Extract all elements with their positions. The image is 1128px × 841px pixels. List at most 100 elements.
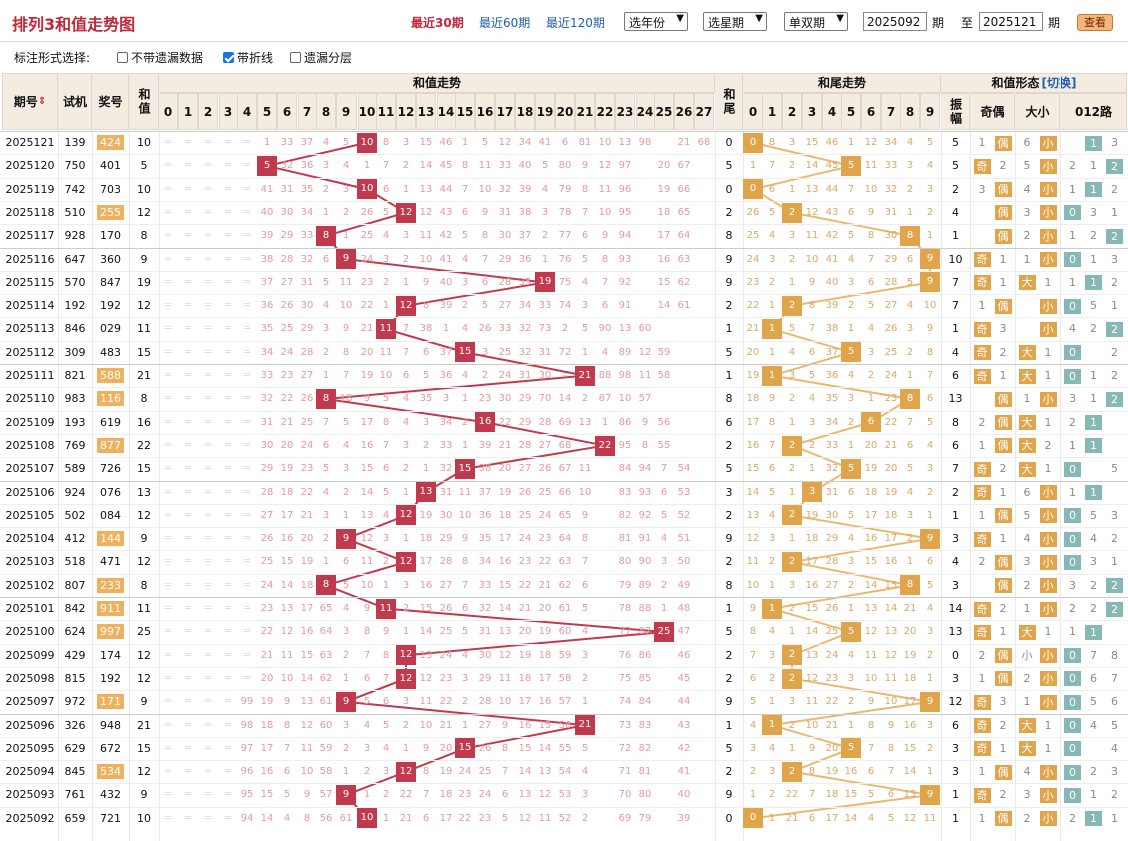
tail-miss-value: 2 <box>926 649 934 661</box>
sum-miss-value: 29 <box>518 393 532 405</box>
tail-miss-value: 23 <box>746 276 760 288</box>
sum-miss-value: 10 <box>280 672 294 684</box>
option-no-miss[interactable]: 不带遗漏数据 <box>117 49 203 66</box>
tail-miss-value: 3 <box>847 393 855 405</box>
option-miss-layer[interactable]: 遗漏分层 <box>290 49 352 66</box>
tail-miss-value: 2 <box>847 300 855 312</box>
tail-miss-value: 4 <box>847 370 855 381</box>
query-button[interactable]: 查看 <box>1077 14 1113 31</box>
prize-cell: 877 <box>92 434 129 457</box>
amplitude-cell: 7 <box>952 462 959 476</box>
sum-miss-value: 13 <box>280 603 294 614</box>
route-miss: 1 <box>1090 392 1097 406</box>
sum-cell: 5 <box>140 159 148 173</box>
miss-dash: ═ <box>224 789 232 801</box>
tail-miss-value: 5 <box>808 370 816 381</box>
sum-miss-value: 34 <box>439 416 453 428</box>
sum-ball: 9 <box>336 528 356 549</box>
sum-miss-value: 9 <box>422 742 430 754</box>
row-divider <box>0 550 1128 552</box>
sum-miss-value: 1 <box>322 556 330 568</box>
miss-dash: ═ <box>184 579 192 591</box>
route-chip: 0 <box>1064 298 1081 314</box>
sum-miss-value: 29 <box>439 533 453 545</box>
checkbox-icon[interactable] <box>117 52 128 63</box>
odd-chip: 奇 <box>973 252 991 267</box>
route-chip: 0 <box>1064 345 1081 361</box>
sum-miss-value: 30 <box>280 206 294 218</box>
checkbox-checked-icon[interactable] <box>223 52 234 63</box>
miss-dash: ═ <box>204 742 212 754</box>
miss-dash: ═ <box>184 346 192 358</box>
miss-dash: ═ <box>204 486 212 498</box>
year-select[interactable]: 选年份 ▼ <box>624 12 688 31</box>
sum-miss-value: 3 <box>422 416 430 428</box>
odd-miss: 1 <box>978 671 986 685</box>
prize-number: 672 <box>100 741 121 755</box>
sort-icon[interactable]: ⇕ <box>37 95 47 107</box>
sum-miss-value: 12 <box>538 789 552 801</box>
sum-miss-value: 8 <box>641 439 649 451</box>
checkbox-icon[interactable] <box>290 52 301 63</box>
trial-cell: 412 <box>64 532 86 546</box>
prize-cell: 588 <box>92 364 129 387</box>
period-cell: 2025093 <box>5 788 55 802</box>
prize-number: 847 <box>100 275 121 289</box>
sum-miss-value: 68 <box>697 137 711 148</box>
row-divider <box>0 457 1128 459</box>
sum-miss-value: 29 <box>260 463 274 475</box>
sum-cell: 12 <box>137 765 151 779</box>
to-period-input[interactable]: 2025121 <box>979 12 1043 31</box>
tail-miss-value: 4 <box>768 230 776 242</box>
sum-miss-value: 4 <box>363 719 371 731</box>
miss-dash: ═ <box>164 276 172 288</box>
sum-miss-value: 5 <box>382 206 390 218</box>
tail-miss-value: 19 <box>746 370 760 381</box>
sum-miss-value: 19 <box>538 626 552 638</box>
tail-miss-value: 1 <box>906 370 914 381</box>
big-miss: 5 <box>1023 159 1031 173</box>
row-divider <box>0 224 1128 226</box>
tail-miss-value: 16 <box>844 766 858 778</box>
option-line[interactable]: 带折线 <box>223 49 273 66</box>
tail-miss-value: 6 <box>926 393 934 405</box>
parity-select[interactable]: 单双期 ▼ <box>784 12 848 31</box>
big-chip: 大 <box>1018 718 1036 733</box>
sum-miss-value: 9 <box>581 509 589 521</box>
period-cell: 2025120 <box>5 159 55 173</box>
tail-miss-value: 1 <box>768 696 776 708</box>
sum-miss-value: 60 <box>638 323 652 335</box>
to-period-unit: 期 <box>1048 16 1061 30</box>
sum-miss-value: 9 <box>363 603 371 614</box>
route-chip: 0 <box>1064 461 1081 477</box>
period-120-link[interactable]: 最近120期 <box>546 16 605 30</box>
tail-miss-value: 15 <box>805 603 819 614</box>
sum-miss-value: 27 <box>538 439 552 451</box>
tail-miss-value: 12 <box>805 206 819 218</box>
sum-ball: 25 <box>654 621 674 642</box>
prize-number: 948 <box>100 718 121 732</box>
sum-miss-value: 82 <box>618 509 632 521</box>
sum-miss-value: 28 <box>439 556 453 568</box>
even-chip: 偶 <box>994 764 1012 780</box>
switch-link[interactable]: [切换] <box>1041 76 1077 90</box>
miss-dash: ═ <box>243 439 251 451</box>
trial-cell: 659 <box>64 811 86 825</box>
period-60-link[interactable]: 最近60期 <box>479 16 531 30</box>
sum-miss-value: 60 <box>319 719 333 731</box>
period-30-link[interactable]: 最近30期 <box>411 16 464 30</box>
sum-miss-value: 1 <box>342 230 350 242</box>
sum-miss-value: 59 <box>657 346 671 358</box>
tail-miss-value: 1 <box>788 533 796 545</box>
sum-miss-value: 33 <box>280 137 294 148</box>
miss-dash: ═ <box>184 393 192 405</box>
sum-miss-value: 23 <box>439 672 453 684</box>
sum-miss-value: 69 <box>618 812 632 824</box>
from-period-input[interactable]: 2025092 <box>863 12 927 31</box>
weekday-select[interactable]: 选星期 ▼ <box>703 12 767 31</box>
option-no-miss-label: 不带遗漏数据 <box>131 51 204 65</box>
